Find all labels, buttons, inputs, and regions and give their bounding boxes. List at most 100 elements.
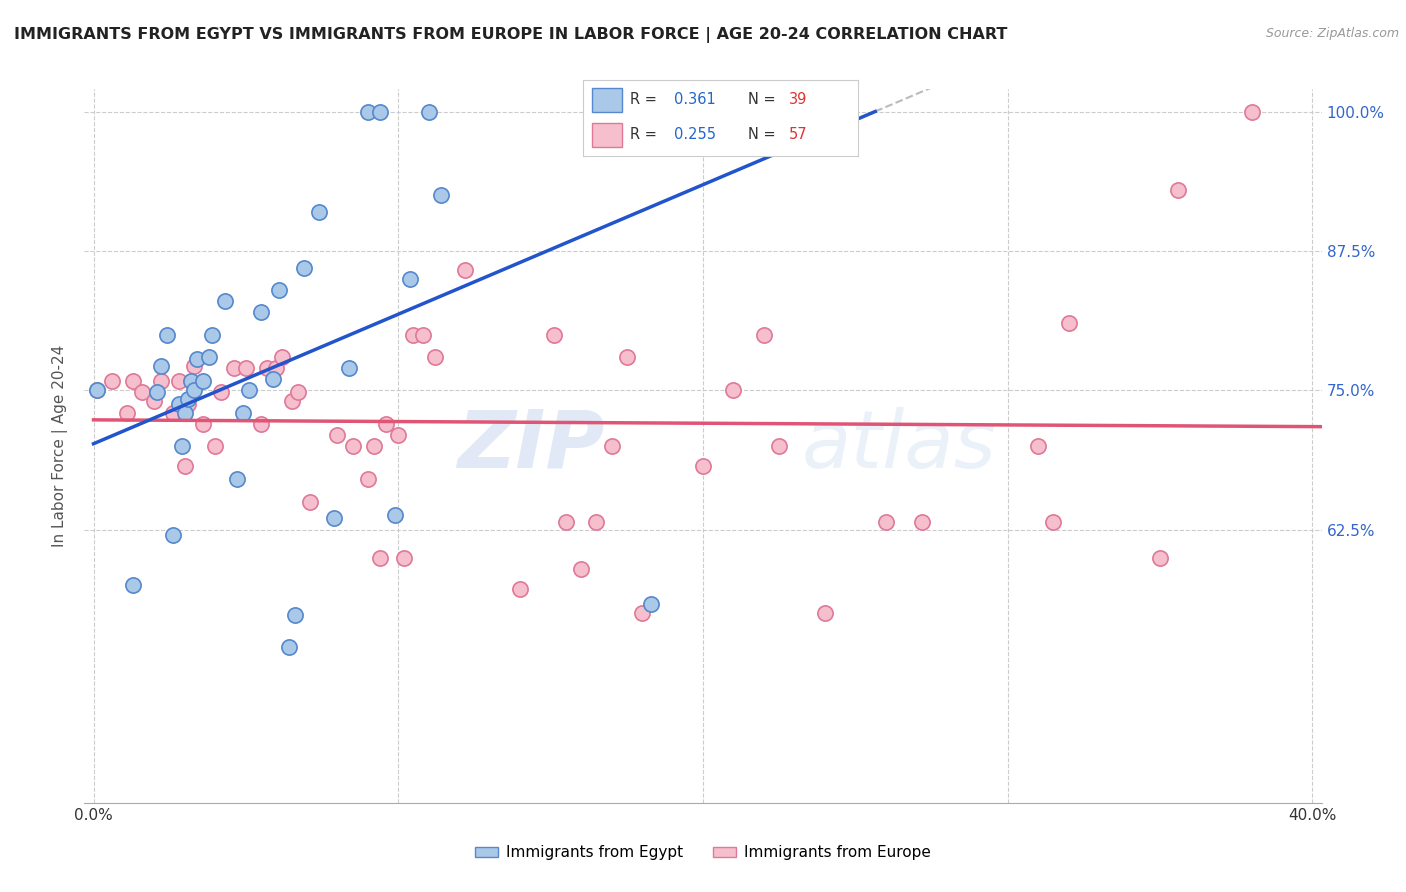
Point	[418, 104, 440, 119]
Text: R =: R =	[630, 93, 662, 108]
Text: N =: N =	[748, 93, 780, 108]
Point	[569, 562, 592, 576]
Y-axis label: In Labor Force | Age 20-24: In Labor Force | Age 20-24	[52, 345, 69, 547]
Point	[250, 305, 273, 319]
Point	[768, 439, 790, 453]
Point	[394, 550, 416, 565]
Point	[357, 104, 380, 119]
Text: 0.255: 0.255	[673, 128, 716, 143]
Point	[101, 375, 124, 389]
Point	[250, 417, 273, 431]
Point	[640, 598, 662, 612]
Point	[186, 351, 208, 366]
Point	[357, 472, 380, 486]
Point	[146, 385, 169, 400]
Point	[280, 394, 302, 409]
Point	[752, 104, 775, 119]
Point	[256, 360, 278, 375]
Point	[198, 350, 221, 364]
FancyBboxPatch shape	[592, 88, 621, 112]
Point	[661, 104, 683, 119]
Point	[1026, 439, 1049, 453]
Point	[284, 608, 307, 623]
Point	[1057, 316, 1080, 330]
Point	[266, 360, 288, 375]
Text: Source: ZipAtlas.com: Source: ZipAtlas.com	[1265, 27, 1399, 40]
Point	[600, 104, 623, 119]
Point	[156, 327, 179, 342]
Point	[430, 188, 453, 202]
Text: R =: R =	[630, 128, 662, 143]
Point	[115, 406, 138, 420]
Point	[387, 428, 409, 442]
Point	[911, 515, 934, 529]
Point	[384, 508, 406, 523]
Point	[235, 360, 257, 375]
Point	[177, 392, 200, 407]
Point	[174, 406, 197, 420]
Point	[204, 439, 226, 453]
Point	[1167, 182, 1189, 196]
Point	[269, 283, 291, 297]
Point	[225, 472, 247, 486]
Point	[180, 375, 202, 389]
Point	[326, 428, 349, 442]
Point	[86, 384, 108, 398]
Text: 39: 39	[789, 93, 807, 108]
Point	[454, 263, 477, 277]
Point	[149, 375, 172, 389]
Legend: Immigrants from Egypt, Immigrants from Europe: Immigrants from Egypt, Immigrants from E…	[470, 839, 936, 866]
Text: ZIP: ZIP	[457, 407, 605, 485]
Point	[193, 417, 215, 431]
FancyBboxPatch shape	[592, 123, 621, 147]
Point	[222, 360, 245, 375]
Point	[162, 406, 184, 420]
Text: N =: N =	[748, 128, 780, 143]
Point	[262, 372, 284, 386]
Point	[122, 375, 145, 389]
Point	[214, 294, 236, 309]
Point	[149, 359, 172, 373]
Point	[402, 327, 425, 342]
Point	[368, 550, 391, 565]
Point	[183, 359, 205, 373]
Point	[177, 396, 200, 410]
Point	[412, 327, 434, 342]
Point	[543, 327, 565, 342]
Point	[368, 104, 391, 119]
Point	[600, 439, 623, 453]
Point	[174, 458, 197, 473]
Point	[342, 439, 364, 453]
Point	[554, 515, 576, 529]
Point	[1042, 515, 1064, 529]
Text: 0.361: 0.361	[673, 93, 716, 108]
Point	[271, 350, 294, 364]
Point	[752, 327, 775, 342]
Point	[1240, 104, 1263, 119]
Text: 57: 57	[789, 128, 807, 143]
Point	[287, 385, 309, 400]
Text: IMMIGRANTS FROM EGYPT VS IMMIGRANTS FROM EUROPE IN LABOR FORCE | AGE 20-24 CORRE: IMMIGRANTS FROM EGYPT VS IMMIGRANTS FROM…	[14, 27, 1008, 43]
Point	[167, 396, 190, 410]
Point	[509, 582, 531, 596]
Point	[585, 515, 607, 529]
Point	[339, 360, 361, 375]
Point	[298, 494, 321, 508]
Point	[167, 375, 190, 389]
Point	[86, 384, 108, 398]
Text: atlas: atlas	[801, 407, 997, 485]
Point	[277, 640, 299, 654]
Point	[323, 511, 346, 525]
Point	[143, 394, 166, 409]
Point	[1149, 550, 1171, 565]
Point	[238, 384, 260, 398]
Point	[162, 528, 184, 542]
Point	[814, 607, 837, 621]
Point	[131, 385, 153, 400]
Point	[170, 439, 193, 453]
Point	[122, 578, 145, 592]
Point	[183, 384, 205, 398]
Point	[193, 375, 215, 389]
Point	[232, 406, 254, 420]
Point	[423, 350, 446, 364]
